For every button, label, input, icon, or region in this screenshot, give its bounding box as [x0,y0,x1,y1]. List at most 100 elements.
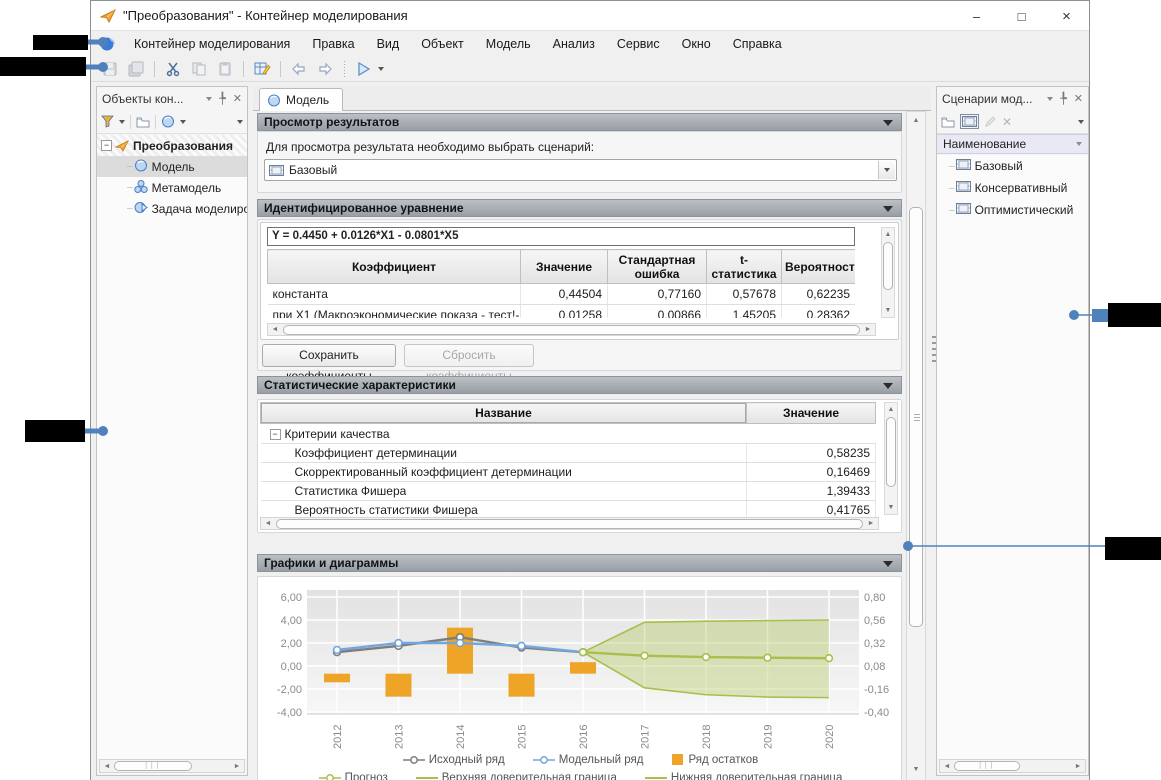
save-button[interactable] [99,59,121,79]
coef-table-row[interactable]: при X1 (Макроэкономические показа - тест… [267,304,855,318]
panel-menu-icon[interactable] [1047,96,1054,101]
save-all-button[interactable] [125,59,147,79]
menu-item-2[interactable]: Вид [376,36,400,51]
scroll-left-icon[interactable]: ◄ [103,762,111,770]
scenario-item-2[interactable]: – Оптимистический [949,203,1074,217]
tab-model[interactable]: Модель [259,88,343,111]
coef-col-header[interactable]: Стандартная ошибка [607,249,707,284]
pin-icon[interactable]: ╄ [1060,93,1067,105]
scroll-right-icon[interactable]: ► [1074,762,1082,770]
panel-menu-icon[interactable] [206,96,213,101]
menu-item-6[interactable]: Сервис [616,36,660,51]
combobox-dropdown-button[interactable] [878,161,895,179]
stats-col-value[interactable]: Значение [746,402,876,424]
forward-button[interactable] [314,59,336,79]
run-dropdown-arrow[interactable] [378,66,384,71]
maximize-button[interactable]: □ [1017,8,1026,24]
stats-group-row[interactable]: − Критерии качества [260,423,876,444]
stats-row[interactable]: Статистика Фишера 1,39433 [260,481,876,501]
coef-col-header[interactable]: Значение [520,249,608,284]
edit-report-button[interactable] [251,59,273,79]
collapse-icon[interactable]: − [101,140,112,151]
main-vscrollbar[interactable]: ▲ ▼ [906,111,926,780]
section-results-header[interactable]: Просмотр результатов [257,113,902,131]
scroll-up-icon[interactable]: ▲ [884,231,892,238]
stats-row[interactable]: Скорректированный коэффициент детерминац… [260,462,876,482]
objects-panel-header[interactable]: Объекты кон... ╄ ✕ [97,87,247,110]
coef-col-header[interactable]: Вероятность [781,249,855,284]
folder-icon[interactable] [136,116,150,128]
tree-root-row[interactable]: − Преобразования [97,135,247,156]
equation-hscrollbar[interactable]: ◄ ► [267,323,876,336]
scenario-item-1[interactable]: – Консервативный [949,181,1068,195]
tree-item-metamodel[interactable]: – Метамодель [127,179,222,195]
save-coefficients-button[interactable]: Сохранить коэффициенты [262,344,396,383]
stats-vscrollbar[interactable]: ▲ ▼ [884,402,898,515]
cut-button[interactable] [162,59,184,79]
paste-button[interactable] [214,59,236,79]
menu-item-0[interactable]: Контейнер моделирования [134,36,291,51]
copy-button[interactable] [188,59,210,79]
stats-col-name[interactable]: Название [260,402,747,424]
hscroll-thumb[interactable] [283,324,860,335]
menu-item-5[interactable]: Анализ [552,36,595,51]
vscroll-thumb[interactable] [886,417,896,487]
folder-icon[interactable] [941,116,955,128]
stats-table[interactable]: Название Значение − Критерии качества Коэффи… [260,402,880,520]
scenarios-panel-hscrollbar[interactable]: ◄ │││ ► [939,759,1086,773]
menu-item-4[interactable]: Модель [485,36,531,51]
coefficients-table[interactable]: Коэффициент Значение Стандартная ошибка t-с… [267,249,855,318]
panel-close-icon[interactable]: ✕ [232,93,242,105]
menu-item-3[interactable]: Объект [421,36,464,51]
hscroll-thumb[interactable] [276,518,863,529]
scenarios-panel-header[interactable]: Сценарии мод... ╄ ✕ [937,87,1088,110]
app-menu-button[interactable] [97,34,119,54]
sphere-dropdown-icon[interactable] [180,119,186,124]
collapse-arrow-icon[interactable] [883,561,893,567]
model-sphere-toolbar-icon[interactable] [161,115,175,128]
coef-col-header[interactable]: t-статистика [706,249,782,284]
vscroll-thumb[interactable] [883,242,893,290]
collapse-arrow-icon[interactable] [883,120,893,126]
menu-item-8[interactable]: Справка [732,36,782,51]
toolbar-overflow-icon[interactable] [237,119,243,124]
back-button[interactable] [288,59,310,79]
filter-icon[interactable] [101,115,114,128]
scroll-down-icon[interactable]: ▼ [884,307,892,314]
scroll-left-icon[interactable]: ◄ [943,762,951,770]
scroll-left-icon[interactable]: ◄ [271,326,279,333]
scroll-down-icon[interactable]: ▼ [912,766,920,773]
pin-icon[interactable]: ╄ [219,93,226,105]
collapse-arrow-icon[interactable] [883,206,893,212]
objects-panel-hscrollbar[interactable]: ◄ │││ ► [99,759,245,773]
stats-hscrollbar[interactable]: ◄ ► [260,517,879,530]
scroll-left-icon[interactable]: ◄ [264,520,272,527]
scenarios-column-header[interactable]: Наименование [937,134,1088,154]
edit-pencil-icon[interactable] [984,115,997,128]
section-charts-header[interactable]: Графики и диаграммы [257,554,902,572]
scroll-down-icon[interactable]: ▼ [887,504,895,511]
coef-table-row[interactable]: константа 0,44504 0,77160 0,57678 0,62235 [267,283,855,305]
menu-item-7[interactable]: Окно [681,36,711,51]
stats-row[interactable]: Вероятность статистики Фишера 0,41765 [260,500,876,520]
column-dropdown-icon[interactable] [1076,142,1082,146]
splitter-grip[interactable] [932,336,936,362]
panel-close-icon[interactable]: ✕ [1073,93,1083,105]
reset-coefficients-button[interactable]: Сбросить коэффициенты [404,344,534,383]
hscroll-thumb[interactable]: │││ [114,761,192,771]
tree-item-model[interactable]: – Модель [97,156,247,177]
vscroll-thumb[interactable] [909,207,923,627]
section-equation-header[interactable]: Идентифицированное уравнение [257,199,902,217]
stats-row[interactable]: Коэффициент детерминации 0,58235 [260,443,876,463]
title-bar[interactable]: "Преобразования" - Контейнер моделирован… [91,1,1089,31]
collapse-icon[interactable]: − [269,428,281,440]
minimize-button[interactable]: – [972,8,981,24]
scenario-item-0[interactable]: – Базовый [949,159,1023,173]
collapse-arrow-icon[interactable] [883,383,893,389]
scroll-right-icon[interactable]: ► [867,520,875,527]
scenario-combobox[interactable]: Базовый [264,159,897,181]
menu-item-1[interactable]: Правка [312,36,355,51]
equation-vscrollbar[interactable]: ▲ ▼ [881,227,895,318]
scroll-up-icon[interactable]: ▲ [887,406,895,413]
scroll-right-icon[interactable]: ► [233,762,241,770]
